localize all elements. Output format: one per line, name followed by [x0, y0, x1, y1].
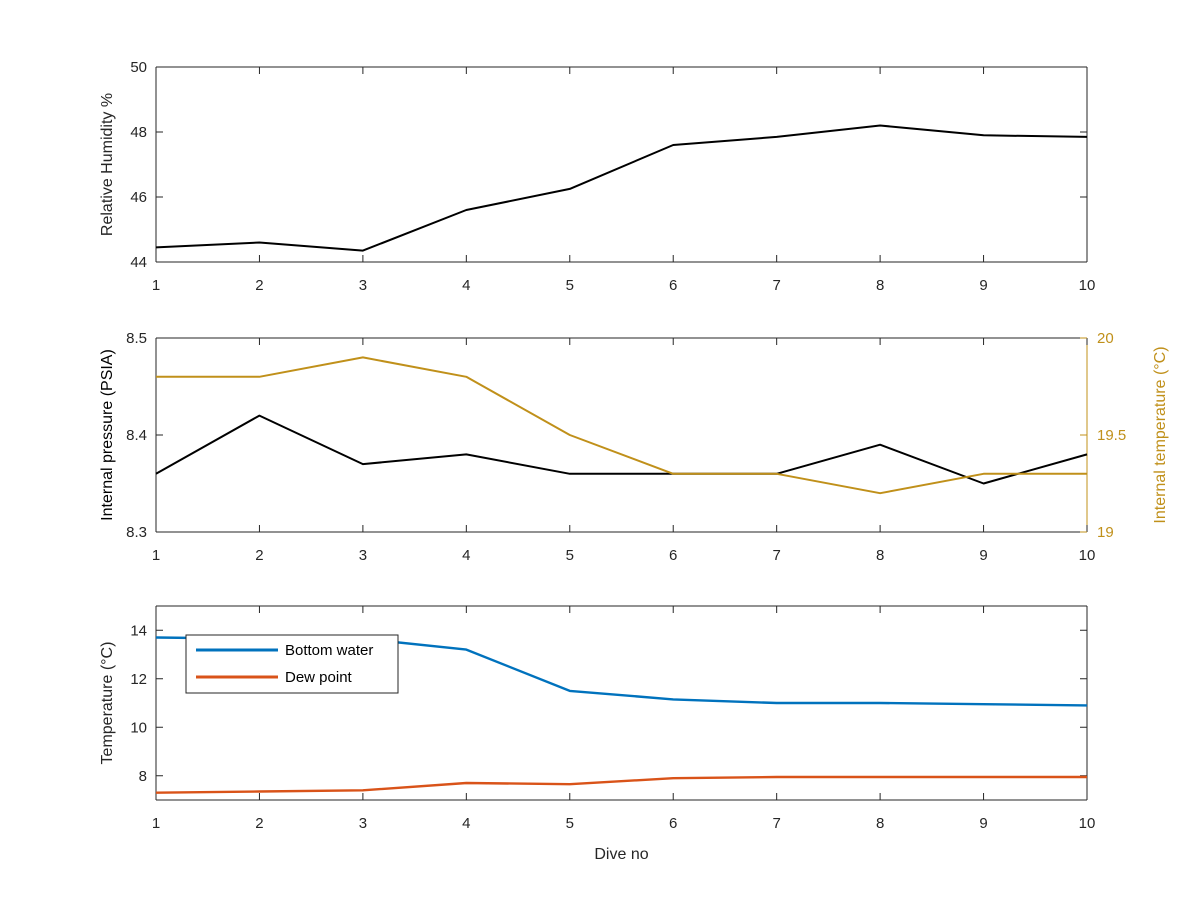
right-y-tick-label: 20 [1097, 330, 1114, 347]
pressure-temperature-panel: 1 2 3 4 5 6 7 8 9 10 8.3 8.4 8.5 19 19.5 20 Internal tem… [99, 330, 1169, 564]
legend-label-bottom-water: Bottom water [285, 642, 373, 659]
y-tick-label: 14 [130, 622, 147, 639]
x-tick-label: 1 [152, 277, 160, 294]
x-tick-label: 8 [876, 815, 884, 832]
y-tick-label: 8.5 [126, 330, 147, 347]
x-tick-label: 7 [772, 815, 780, 832]
x-tick-label: 10 [1079, 547, 1096, 564]
y-tick-label: 12 [130, 671, 147, 688]
x-tick-label: 6 [669, 277, 677, 294]
series-line-1 [155, 414, 1088, 485]
y-tick-label: 8 [139, 768, 147, 785]
y-tick-label: 44 [130, 254, 147, 271]
x-tick-label: 2 [255, 277, 263, 294]
x-tick-label: 5 [566, 815, 574, 832]
series-line-2 [156, 356, 1087, 495]
right-y-tick-label: 19.5 [1097, 427, 1126, 444]
x-tick-label: 3 [359, 815, 367, 832]
x-tick-label: 4 [462, 277, 470, 294]
x-tick-label: 6 [669, 815, 677, 832]
x-tick-label: 10 [1079, 277, 1096, 294]
x-tick-label: 9 [979, 547, 987, 564]
legend-box [185, 634, 399, 694]
x-tick-label: 10 [1079, 815, 1096, 832]
x-tick-label: 3 [359, 547, 367, 564]
x-tick-label: 1 [152, 815, 160, 832]
legend: Bottom water Dew point [185, 634, 399, 694]
x-axis-label: Dive no [594, 846, 648, 863]
y-tick-label: 8.4 [126, 427, 147, 444]
series-line-1 [155, 124, 1088, 252]
y-axis-label: Relative Humidity % [99, 93, 116, 236]
x-tick-label: 3 [359, 277, 367, 294]
legend-label-dew-point: Dew point [285, 669, 353, 686]
x-tick-label: 1 [152, 547, 160, 564]
x-tick-label: 4 [462, 547, 470, 564]
x-tick-label: 5 [566, 277, 574, 294]
y-tick-label: 8.3 [126, 524, 147, 541]
x-tick-label: 2 [255, 815, 263, 832]
x-tick-label: 6 [669, 547, 677, 564]
x-tick-label: 4 [462, 815, 470, 832]
y-tick-label: 10 [130, 719, 147, 736]
x-tick-label: 9 [979, 815, 987, 832]
x-tick-label: 9 [979, 277, 987, 294]
plot-area [156, 67, 1087, 262]
humidity-panel: 1 2 3 4 5 6 7 8 9 10 44 46 48 50 Relative Humidity % [99, 59, 1095, 294]
x-tick-label: 7 [772, 547, 780, 564]
y-tick-label: 50 [130, 59, 147, 76]
x-tick-label: 2 [255, 547, 263, 564]
plot-area [156, 338, 1087, 532]
dew-point-line [155, 775, 1087, 794]
y-axis-label: Temperature (°C) [99, 642, 116, 765]
x-tick-label: 8 [876, 277, 884, 294]
y-tick-label: 48 [130, 124, 147, 141]
x-tick-label: 5 [566, 547, 574, 564]
y-axis-label: Internal pressure (PSIA) [99, 349, 116, 521]
right-y-axis-label: Internal temperature (°C) [1152, 346, 1169, 523]
y-tick-label: 46 [130, 189, 147, 206]
x-tick-label: 7 [772, 277, 780, 294]
x-tick-label: 8 [876, 547, 884, 564]
right-y-tick-label: 19 [1097, 524, 1114, 541]
